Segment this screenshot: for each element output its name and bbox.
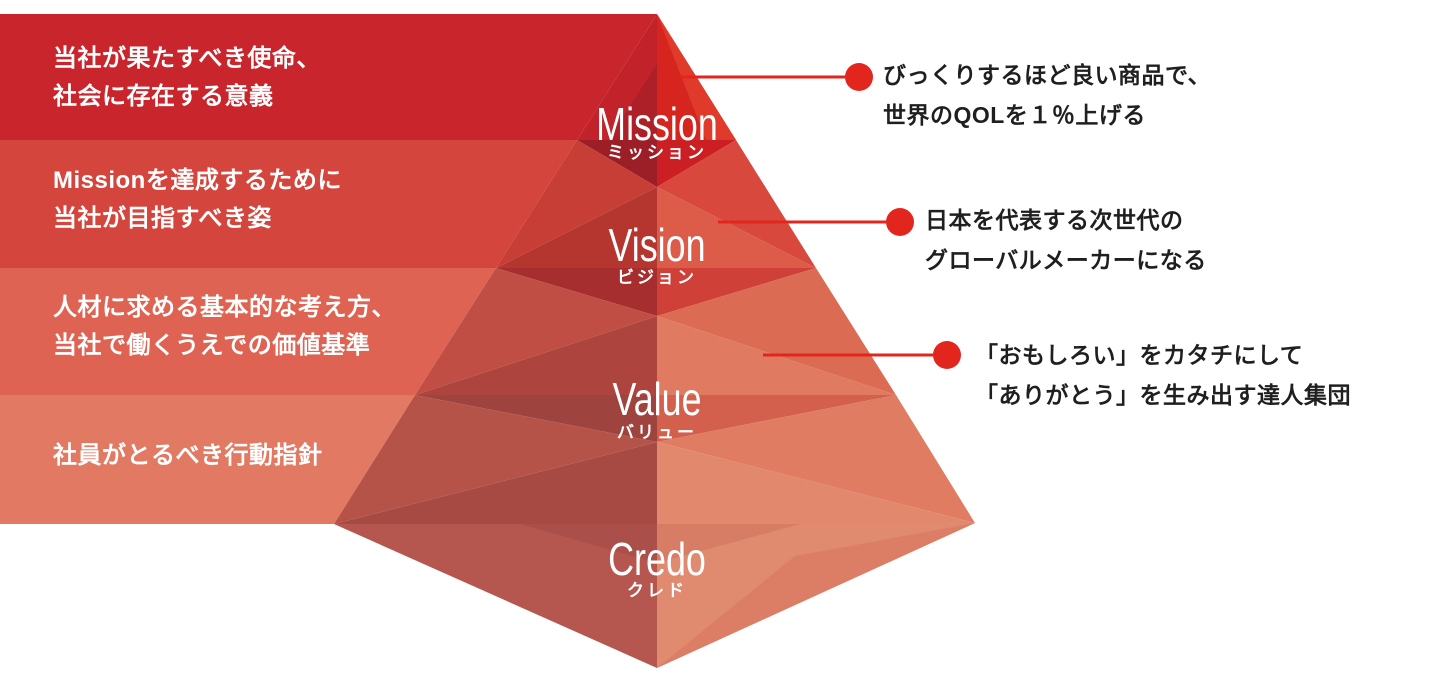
strip-caption-line: Missionを達成するために	[53, 167, 342, 194]
facet-band4-left-inner	[334, 442, 657, 524]
strip-2-bg	[0, 140, 577, 268]
annotation-line: 「おもしろい」をカタチにして	[975, 342, 1304, 368]
vision-bullet	[886, 208, 914, 236]
strip-caption-line: 当社で働くうえでの価値基準	[53, 332, 371, 359]
facet-diamond4-right	[657, 524, 800, 563]
strip-1-bg	[0, 14, 657, 140]
strip-caption-mission: 当社が果たすべき使命、 社会に存在する意義	[53, 40, 321, 116]
strip-caption-vision: Missionを達成するために 当社が目指すべき姿	[53, 162, 342, 238]
strip-caption-line: 当社が目指すべき姿	[53, 205, 272, 232]
strip-4-bg	[0, 395, 415, 524]
facet-band4-right-outer	[657, 395, 975, 523]
strip-caption-credo: 社員がとるべき行動指針	[53, 437, 323, 475]
annotation-line: びっくりするほど良い商品で、	[883, 62, 1212, 88]
annotation-value: 「おもしろい」をカタチにして 「ありがとう」を生み出す達人集団	[975, 335, 1351, 415]
annotation-line: グローバルメーカーになる	[925, 247, 1207, 273]
pyramid-label-value: Value	[612, 373, 702, 425]
facet-base-left	[334, 524, 657, 668]
facet-band4-right-inner	[657, 442, 975, 523]
pyramid-sublabel-vision: ビジョン	[617, 268, 697, 287]
pyramid-label-credo: Credo	[608, 533, 706, 585]
strip-caption-value: 人材に求める基本的な考え方、 当社で働くうえでの価値基準	[53, 289, 396, 365]
annotation-line: 世界のQOLを１％上げる	[883, 102, 1146, 128]
mission-bullet	[845, 63, 873, 91]
strip-caption-line: 社員がとるべき行動指針	[53, 442, 323, 469]
facet-band4-left-outer	[334, 395, 657, 524]
facet-band2-left-inner	[496, 187, 657, 268]
facet-band3-right-outer	[657, 268, 896, 395]
annotation-line: 日本を代表する次世代の	[925, 207, 1184, 233]
facet-band3-left-inner	[415, 316, 657, 395]
strip-3-bg	[0, 268, 496, 395]
strip-caption-line: 当社が果たすべき使命、	[53, 45, 321, 72]
annotation-mission: びっくりするほど良い商品で、 世界のQOLを１％上げる	[883, 55, 1211, 135]
annotation-line: 「ありがとう」を生み出す達人集団	[975, 382, 1351, 408]
facet-base-right-shade	[657, 523, 975, 668]
annotation-vision: 日本を代表する次世代の グローバルメーカーになる	[925, 200, 1207, 280]
pyramid-label-vision: Vision	[608, 219, 706, 271]
facet-band2-right-inner	[657, 187, 816, 268]
pyramid-sublabel-value: バリュー	[617, 423, 697, 442]
facet-band2-left-outer	[496, 140, 657, 268]
facet-diamond4-left	[520, 524, 657, 563]
facet-band2-right-outer	[657, 140, 816, 268]
value-bullet	[933, 341, 961, 369]
strip-caption-line: 人材に求める基本的な考え方、	[53, 294, 396, 321]
pyramid-sublabel-credo: クレド	[627, 581, 687, 600]
pyramid-label-mission: Mission	[596, 98, 718, 150]
facet-band3-left-outer	[415, 268, 657, 395]
strip-caption-line: 社会に存在する意義	[53, 83, 274, 110]
pyramid-sublabel-mission: ミッション	[607, 143, 707, 162]
facet-band1-left-dark	[608, 64, 657, 140]
